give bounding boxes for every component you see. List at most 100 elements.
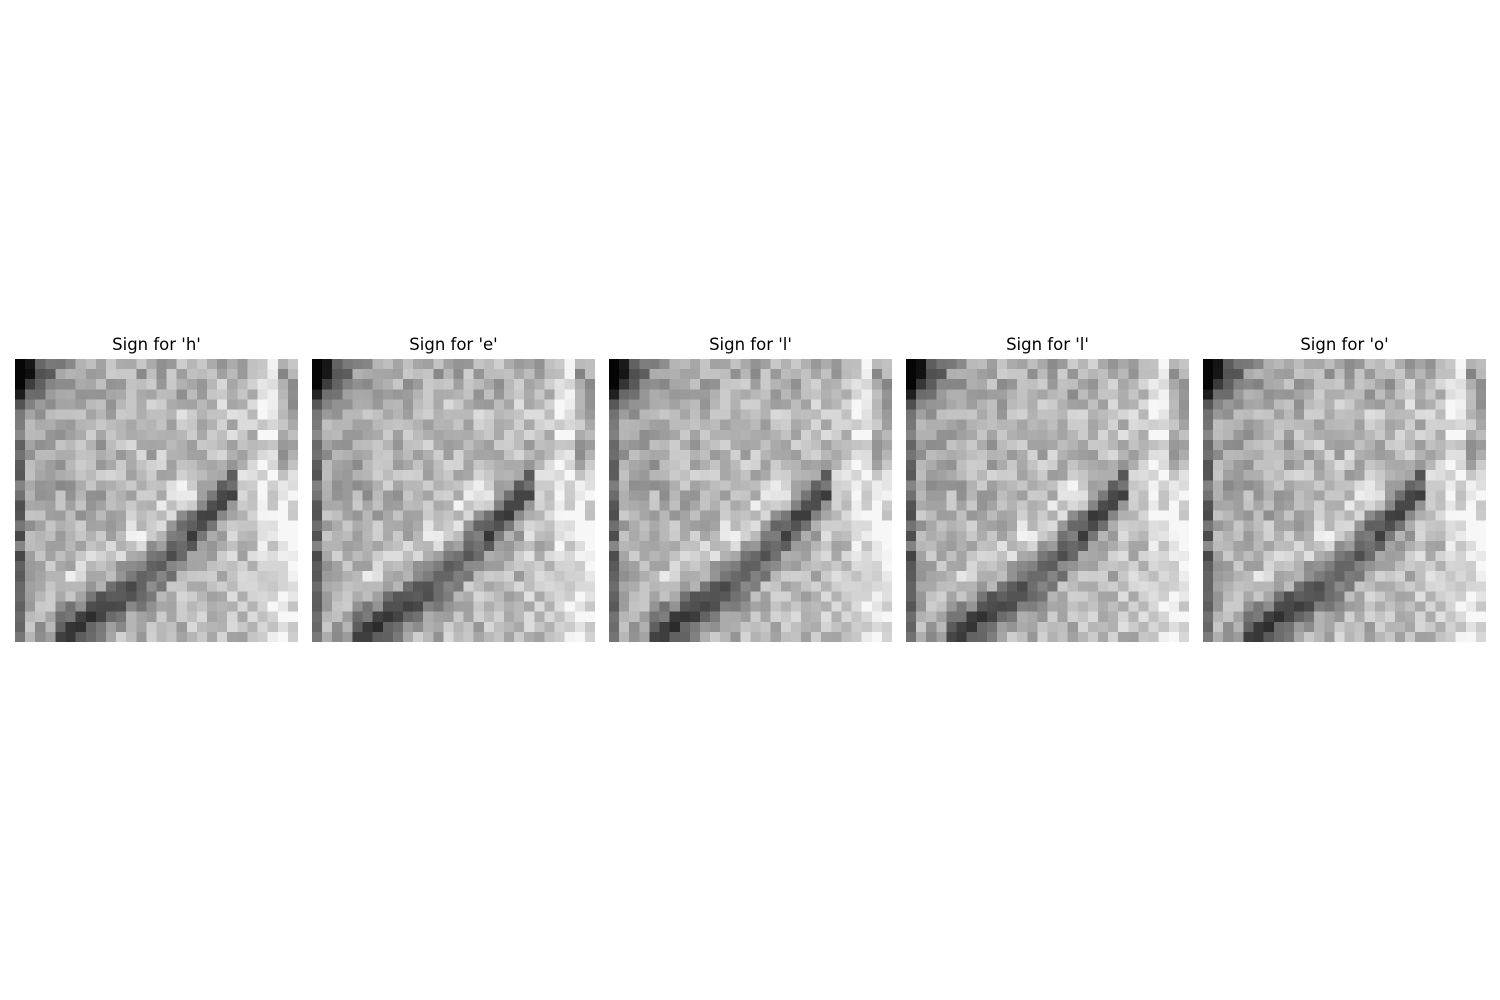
image-pixel — [821, 541, 831, 551]
image-pixel — [76, 359, 86, 369]
image-pixel — [45, 632, 55, 642]
image-pixel — [1169, 551, 1179, 561]
image-pixel — [1466, 622, 1476, 632]
image-pixel — [740, 410, 750, 420]
image-pixel — [1128, 531, 1138, 541]
image-pixel — [288, 501, 298, 511]
image-pixel — [916, 622, 926, 632]
image-pixel — [997, 501, 1007, 511]
image-pixel — [680, 551, 690, 561]
image-pixel — [967, 571, 977, 581]
image-pixel — [670, 632, 680, 642]
image-pixel — [565, 410, 575, 420]
image-pixel — [1007, 369, 1017, 379]
image-pixel — [1476, 541, 1486, 551]
image-pixel — [565, 591, 575, 601]
image-pixel — [821, 460, 831, 470]
image-pixel — [680, 531, 690, 541]
image-pixel — [619, 521, 629, 531]
image-pixel — [76, 369, 86, 379]
image-pixel — [872, 531, 882, 541]
image-pixel — [157, 612, 167, 622]
image-pixel — [76, 480, 86, 490]
image-pixel — [761, 399, 771, 409]
image-pixel — [413, 420, 423, 430]
image-pixel — [1243, 470, 1253, 480]
image-pixel — [1017, 430, 1027, 440]
image-pixel — [544, 379, 554, 389]
image-pixel — [157, 470, 167, 480]
image-pixel — [936, 389, 946, 399]
image-pixel — [45, 389, 55, 399]
image-pixel — [177, 501, 187, 511]
image-pixel — [454, 551, 464, 561]
image-pixel — [1098, 359, 1108, 369]
image-pixel — [639, 531, 649, 541]
image-pixel — [1334, 501, 1344, 511]
image-pixel — [670, 450, 680, 460]
image-pixel — [1405, 440, 1415, 450]
image-pixel — [967, 531, 977, 541]
image-pixel — [1466, 389, 1476, 399]
image-pixel — [363, 389, 373, 399]
image-pixel — [1395, 430, 1405, 440]
image-pixel — [791, 622, 801, 632]
image-pixel — [1425, 531, 1435, 541]
image-pixel — [1149, 470, 1159, 480]
image-pixel — [906, 561, 916, 571]
image-pixel — [504, 420, 514, 430]
image-pixel — [25, 581, 35, 591]
image-pixel — [1264, 602, 1274, 612]
image-pixel — [76, 632, 86, 642]
image-pixel — [619, 460, 629, 470]
image-pixel — [207, 359, 217, 369]
image-pixel — [1284, 551, 1294, 561]
image-pixel — [670, 389, 680, 399]
image-pixel — [383, 450, 393, 460]
image-pixel — [1027, 632, 1037, 642]
image-pixel — [1068, 430, 1078, 440]
image-pixel — [443, 511, 453, 521]
image-pixel — [575, 410, 585, 420]
image-pixel — [187, 551, 197, 561]
image-pixel — [373, 551, 383, 561]
image-pixel — [484, 480, 494, 490]
image-pixel — [177, 602, 187, 612]
image-pixel — [76, 591, 86, 601]
image-pixel — [771, 602, 781, 612]
image-pixel — [332, 531, 342, 541]
image-pixel — [841, 480, 851, 490]
image-pixel — [1108, 602, 1118, 612]
image-pixel — [35, 581, 45, 591]
image-pixel — [811, 359, 821, 369]
image-pixel — [1264, 571, 1274, 581]
image-pixel — [494, 490, 504, 500]
image-pixel — [926, 410, 936, 420]
image-pixel — [544, 410, 554, 420]
image-pixel — [403, 430, 413, 440]
image-pixel — [126, 450, 136, 460]
image-pixel — [217, 551, 227, 561]
image-pixel — [1118, 440, 1128, 450]
image-pixel — [841, 602, 851, 612]
image-pixel — [312, 511, 322, 521]
image-pixel — [136, 460, 146, 470]
image-pixel — [936, 460, 946, 470]
image-pixel — [1324, 440, 1334, 450]
image-pixel — [86, 531, 96, 541]
image-pixel — [1007, 581, 1017, 591]
image-pixel — [730, 369, 740, 379]
image-pixel — [403, 501, 413, 511]
image-pixel — [690, 399, 700, 409]
image-pixel — [322, 369, 332, 379]
image-pixel — [423, 511, 433, 521]
image-pixel — [393, 591, 403, 601]
image-pixel — [1446, 571, 1456, 581]
image-pixel — [967, 521, 977, 531]
image-pixel — [1284, 521, 1294, 531]
image-pixel — [474, 389, 484, 399]
image-pixel — [96, 561, 106, 571]
image-pixel — [1395, 501, 1405, 511]
image-pixel — [1264, 399, 1274, 409]
image-pixel — [146, 480, 156, 490]
